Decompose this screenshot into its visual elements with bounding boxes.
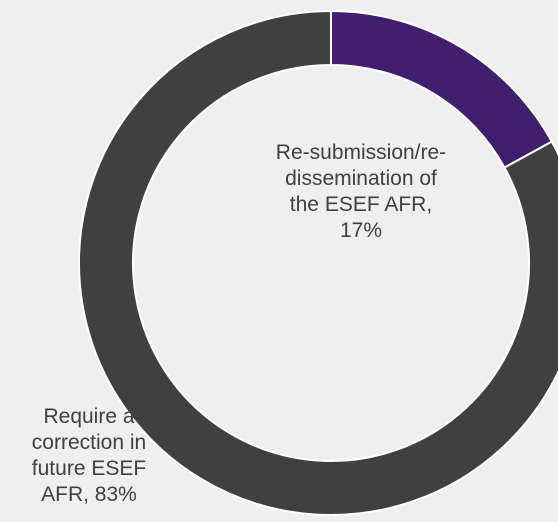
slice-correction [78,9,558,516]
data-label-correction: Require a correction in future ESEF AFR,… [31,405,147,506]
data-label-resubmission: Re-submission/re- dissemination of the E… [275,141,447,242]
